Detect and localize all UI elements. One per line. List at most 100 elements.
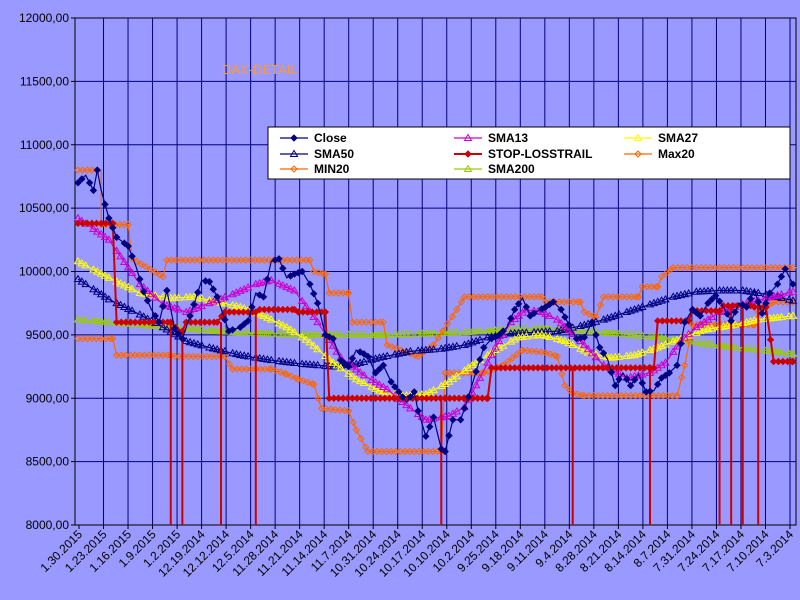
- data-point: [749, 287, 759, 296]
- data-point: [239, 284, 249, 293]
- data-point: [661, 340, 670, 348]
- data-point: [731, 308, 739, 316]
- data-point: [637, 302, 647, 310]
- data-point: [100, 292, 110, 300]
- data-point: [632, 293, 640, 301]
- data-point: [104, 273, 114, 281]
- data-point: [434, 334, 442, 342]
- data-point: [596, 343, 604, 352]
- data-point: [159, 272, 167, 281]
- data-point: [379, 318, 388, 326]
- data-point: [684, 329, 694, 338]
- data-point: [139, 312, 149, 320]
- data-point: [317, 404, 326, 413]
- data-point: [429, 385, 438, 394]
- data-point: [422, 432, 430, 440]
- data-point: [313, 330, 322, 338]
- data-point: [290, 286, 299, 294]
- data-point: [564, 325, 574, 334]
- data-point: [344, 369, 353, 377]
- legend-entry: SMA200: [454, 162, 535, 176]
- data-point: [332, 361, 342, 369]
- data-point: [449, 416, 457, 424]
- data-point: [100, 271, 110, 279]
- data-point: [96, 289, 106, 298]
- data-point: [549, 298, 558, 306]
- data-point: [557, 305, 565, 314]
- data-point: [692, 308, 701, 317]
- legend-label: SMA200: [488, 162, 535, 176]
- legend-label: Max20: [658, 147, 695, 161]
- data-point: [286, 284, 295, 292]
- data-point: [429, 413, 438, 421]
- data-point: [314, 268, 323, 277]
- data-point: [309, 341, 319, 349]
- data-point: [96, 229, 106, 238]
- data-point: [306, 280, 314, 288]
- data-point: [414, 352, 422, 361]
- data-point: [248, 303, 256, 311]
- data-point: [715, 297, 724, 305]
- data-point: [692, 337, 701, 346]
- data-point: [275, 255, 283, 263]
- data-point: [587, 348, 597, 357]
- data-point: [742, 286, 751, 295]
- data-point: [128, 252, 136, 260]
- data-point: [406, 346, 415, 355]
- data-point: [652, 283, 660, 291]
- data-point: [344, 407, 353, 415]
- data-point: [425, 387, 435, 396]
- data-point: [127, 306, 137, 314]
- data-point: [439, 327, 447, 335]
- data-point: [677, 340, 685, 348]
- data-point: [243, 351, 253, 360]
- data-point: [301, 301, 311, 310]
- data-point: [398, 397, 408, 406]
- data-point: [414, 407, 422, 415]
- data-point: [228, 300, 237, 309]
- data-point: [703, 339, 713, 347]
- data-point: [429, 341, 438, 349]
- data-point: [443, 320, 452, 328]
- legend-label: STOP-LOSSTRAIL: [488, 147, 592, 161]
- data-point: [463, 133, 473, 141]
- data-point: [133, 257, 141, 266]
- data-point: [553, 352, 561, 361]
- data-point: [672, 342, 682, 350]
- data-point: [276, 368, 285, 376]
- data-point: [301, 335, 311, 343]
- data-point: [305, 337, 315, 346]
- data-point: [93, 166, 102, 174]
- data-point: [453, 305, 461, 314]
- data-point: [313, 360, 322, 369]
- data-point: [445, 431, 453, 440]
- data-point: [711, 291, 720, 300]
- data-point: [336, 330, 346, 338]
- series-min20: [74, 298, 797, 456]
- data-point: [213, 318, 221, 326]
- data-point: [220, 346, 230, 355]
- data-point: [240, 320, 248, 328]
- data-point: [382, 351, 392, 360]
- data-point: [654, 283, 662, 291]
- data-point: [521, 332, 531, 340]
- data-point: [303, 378, 312, 386]
- legend-box: [267, 126, 791, 180]
- data-point: [100, 232, 110, 241]
- data-point: [708, 295, 716, 304]
- data-point: [556, 318, 566, 327]
- y-tick-label: 9500,00: [26, 328, 70, 342]
- data-point: [77, 277, 87, 285]
- data-point: [74, 179, 82, 187]
- data-point: [344, 362, 353, 371]
- data-point: [463, 164, 473, 172]
- legend-entry: SMA13: [454, 131, 528, 145]
- data-point: [266, 329, 276, 337]
- data-point: [278, 280, 288, 289]
- data-point: [235, 302, 245, 310]
- data-point: [546, 350, 554, 358]
- data-point: [504, 357, 512, 366]
- data-point: [109, 224, 117, 232]
- data-point: [282, 322, 292, 331]
- data-point: [232, 288, 241, 296]
